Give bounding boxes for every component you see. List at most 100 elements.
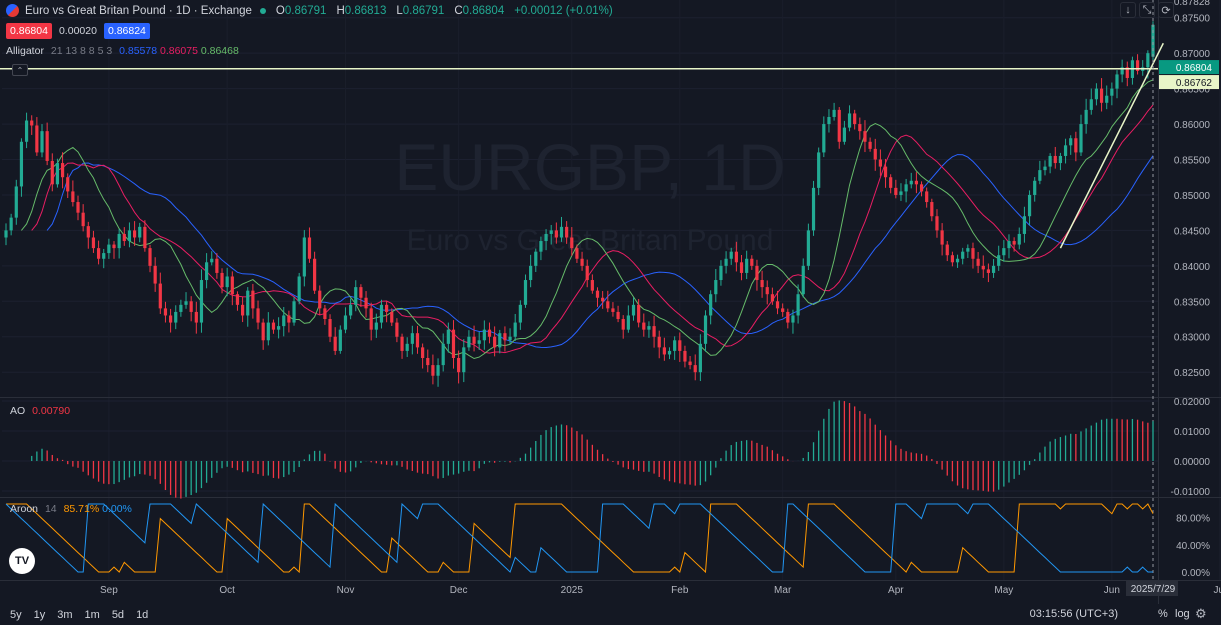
candle-body [19, 141, 24, 187]
candle-body [1089, 99, 1093, 110]
candle-body [122, 233, 126, 242]
candle-body [621, 319, 625, 330]
candle-body [174, 311, 178, 323]
candle-body [158, 283, 162, 309]
range-1m-button[interactable]: 1m [84, 608, 100, 621]
candle-body [91, 237, 96, 249]
candle-body [148, 248, 152, 266]
candle-body [688, 361, 692, 366]
tradingview-logo-icon[interactable]: TV [9, 548, 35, 574]
range-5y-button[interactable]: 5y [10, 608, 22, 621]
candle-body [395, 322, 399, 337]
symbol-title[interactable]: Euro vs Great Britan Pound · 1D · Exchan… [25, 4, 252, 17]
candle-body [873, 148, 877, 160]
log-scale-button[interactable]: log [1175, 608, 1190, 620]
ao-tick-label: 0.00000 [1174, 457, 1211, 468]
candle-body [611, 308, 615, 312]
price-axis: 0.87500 0.87000 0.86500 0.86000 0.85500 0.850… [1171, 0, 1211, 579]
candle-body [822, 124, 826, 153]
time-tick-label: Jun [1104, 585, 1120, 596]
candle-body [477, 340, 481, 344]
candle-body [1022, 216, 1027, 234]
chart-grid [2, 0, 1221, 580]
candle-body [781, 308, 785, 312]
alligator-lips-line [21, 79, 1154, 360]
candle-body [86, 226, 90, 238]
buy-price-button[interactable]: 0.86824 [103, 23, 150, 39]
price-tick-label: 0.85000 [1174, 191, 1211, 202]
candle-body [739, 262, 744, 273]
candle-body [277, 326, 281, 330]
collapse-legend-button[interactable]: ⌃ [12, 64, 28, 76]
gear-icon[interactable]: ⚙ [1195, 606, 1207, 621]
range-1d-button[interactable]: 1d [136, 608, 149, 621]
candle-body [914, 180, 918, 185]
aroon-params: 14 [44, 503, 57, 515]
close-label: C [454, 4, 463, 17]
range-1y-button[interactable]: 1y [33, 608, 46, 621]
candle-body [775, 301, 780, 309]
refresh-icon[interactable]: ⟳ [1158, 2, 1174, 18]
candle-body [544, 233, 548, 242]
candle-body [770, 294, 774, 302]
candle-body [225, 276, 229, 288]
range-3m-button[interactable]: 3m [57, 608, 73, 621]
candle-body [107, 244, 111, 254]
arrow-down-icon[interactable]: ↓ [1120, 2, 1136, 18]
candle-body [9, 217, 13, 231]
alligator-lips-value: 0.86468 [200, 45, 239, 57]
collapse-arrows-icon[interactable]: ⤡ [1139, 2, 1155, 18]
candle-body [354, 287, 358, 305]
candle-body [981, 265, 985, 270]
time-tick-label: Mar [774, 585, 792, 596]
candle-body [652, 326, 656, 337]
candle-body [534, 251, 538, 266]
candle-body [261, 322, 265, 341]
aroon-legend[interactable]: Aroon 14 85.71% 0.00% [10, 503, 132, 515]
candle-body [1063, 145, 1068, 156]
candle-body [559, 226, 564, 238]
candle-body [241, 304, 245, 316]
candle-body [400, 336, 404, 351]
watermark-symbol: EURGBP, 1D [394, 130, 785, 204]
candle-body [215, 258, 219, 273]
candle-body [868, 141, 872, 149]
alligator-teeth-value: 0.86075 [159, 45, 198, 57]
candle-body [863, 131, 867, 142]
candle-body [878, 159, 882, 167]
ao-histogram [31, 400, 1154, 499]
candle-body [1002, 248, 1006, 256]
aroon-tick-label: 0.00% [1182, 568, 1210, 579]
clock-timezone[interactable]: 03:15:56 (UTC+3) [1029, 608, 1118, 620]
last-price-label: 0.86804 [1176, 63, 1213, 74]
alligator-legend[interactable]: Alligator 21 13 8 8 5 3 0.85578 0.86075 … [6, 45, 239, 57]
candle-body [811, 187, 816, 231]
candle-body [210, 258, 214, 263]
candle-body [292, 301, 296, 323]
ao-legend[interactable]: AO 0.00790 [10, 405, 70, 417]
candle-body [313, 258, 317, 291]
time-tick-label: Nov [337, 585, 355, 596]
candle-body [328, 319, 332, 337]
candle-body [369, 308, 373, 330]
candle-body [251, 290, 255, 309]
range-5d-button[interactable]: 5d [111, 608, 125, 621]
candle-body [1146, 53, 1150, 68]
candle-body [523, 280, 528, 305]
candle-body [585, 265, 589, 281]
candles [4, 21, 1155, 387]
candle-body [55, 163, 60, 185]
candle-body [189, 301, 193, 312]
percent-scale-button[interactable]: % [1158, 608, 1168, 620]
candle-body [1053, 155, 1057, 164]
candle-body [307, 237, 312, 259]
sell-price-button[interactable]: 0.86804 [6, 23, 52, 39]
candle-body [894, 187, 898, 195]
candle-body [282, 315, 286, 327]
candle-body [899, 191, 903, 195]
candle-body [966, 248, 970, 252]
candle-body [935, 216, 939, 231]
candle-body [693, 365, 697, 373]
candle-body [765, 287, 769, 295]
